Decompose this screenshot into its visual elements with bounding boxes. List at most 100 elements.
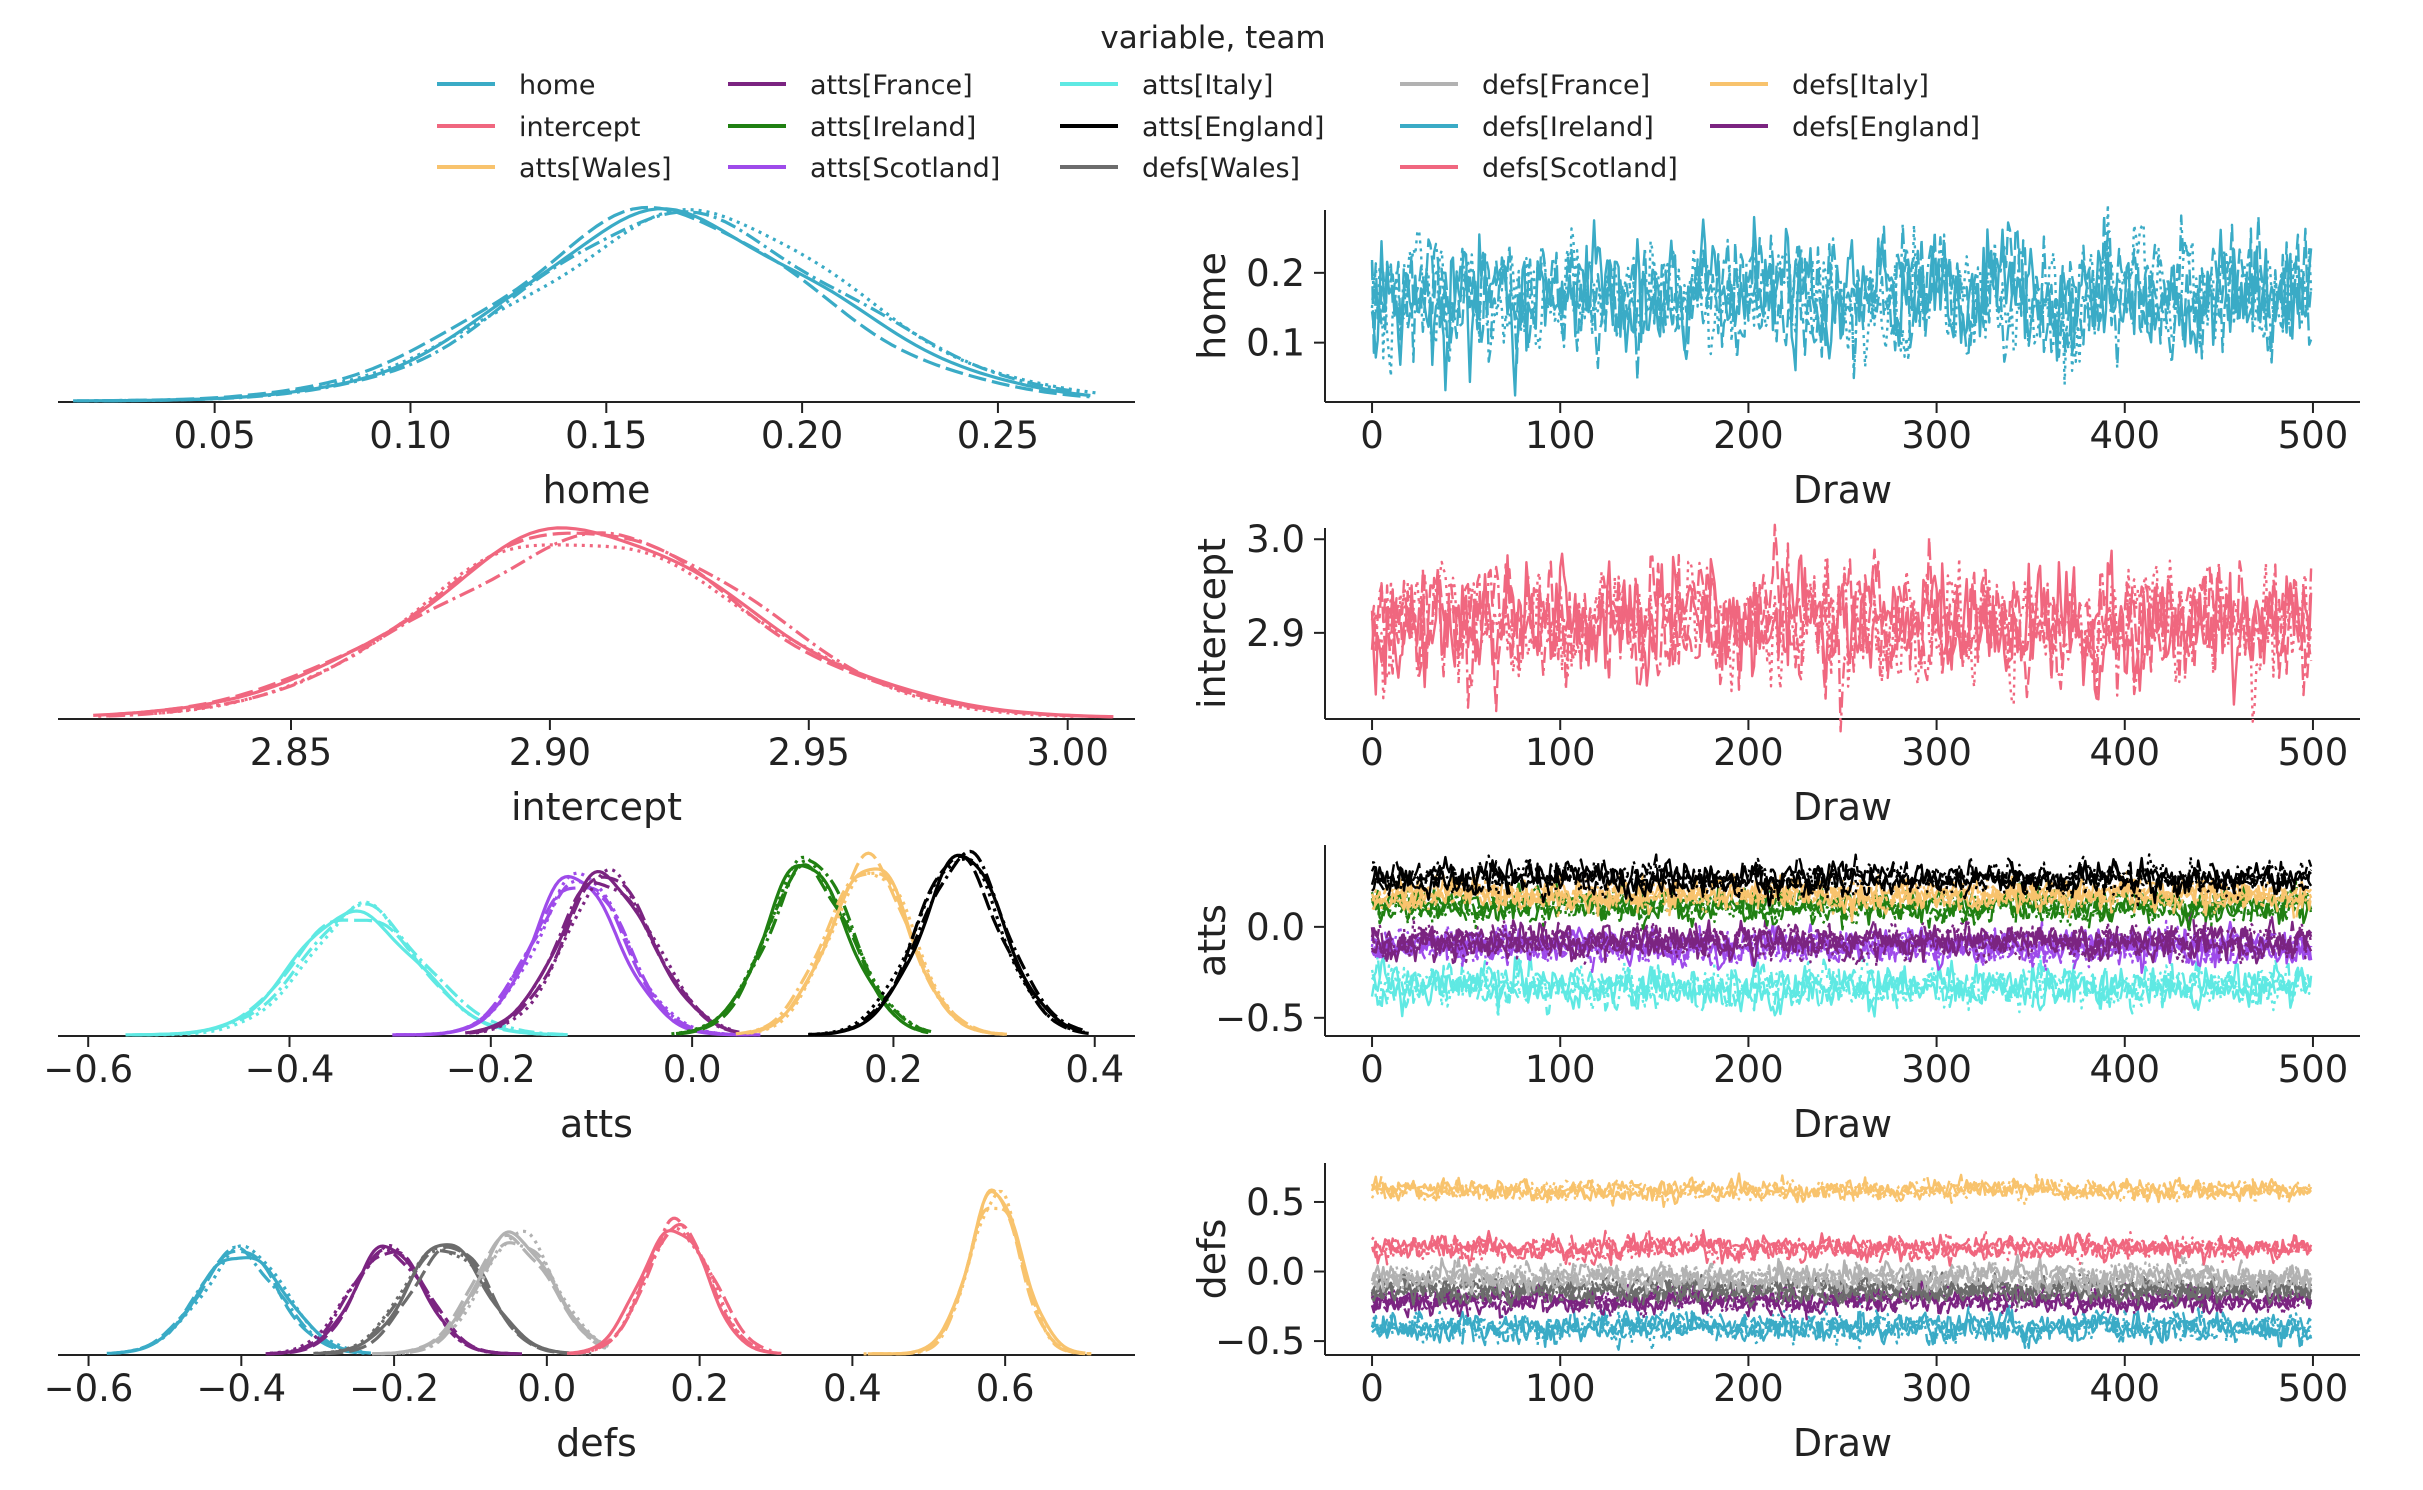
trace-panel-intercept: 0 100 200 300 400 500 Draw 2.9 3.0 intercept — [1190, 518, 2360, 829]
density-chain-1 — [566, 1228, 782, 1355]
density-chain-3 — [98, 543, 1076, 718]
x-tick-label: 200 — [1713, 1048, 1784, 1091]
x-tick-label: 0.0 — [663, 1048, 722, 1091]
x-tick-label: 200 — [1713, 1367, 1784, 1410]
x-tick-label: 500 — [2278, 414, 2349, 457]
density-series-atts-england — [808, 849, 1089, 1037]
density-chain-3 — [95, 207, 1098, 403]
x-axis-label: Draw — [1793, 468, 1892, 512]
density-chain-2 — [468, 875, 727, 1035]
density-chain-1 — [266, 1244, 518, 1356]
x-tick-label: 2.95 — [768, 731, 850, 774]
trace-chain-4 — [1370, 1174, 2313, 1207]
x-tick-label: 400 — [2089, 414, 2160, 457]
legend-item-home: home — [437, 70, 596, 101]
x-tick-label: 400 — [2089, 1367, 2160, 1410]
trace-chain-3 — [1370, 953, 2313, 1019]
density-chain-2 — [135, 918, 568, 1037]
trace-series-defs-ireland — [1370, 1294, 2313, 1352]
density-chain-2 — [678, 863, 929, 1036]
trace-series-atts-england — [1370, 853, 2313, 911]
x-tick-label: 0.25 — [957, 414, 1039, 457]
y-axis-label: home — [1190, 252, 1234, 360]
legend-label: home — [519, 70, 596, 101]
trace-chain-1 — [1370, 549, 2313, 706]
density-chain-3 — [381, 1229, 610, 1356]
density-chain-3 — [808, 857, 1085, 1036]
legend-label: atts[Ireland] — [810, 112, 976, 143]
legend-item-defs-france: defs[France] — [1400, 70, 1650, 101]
legend-item-defs-italy: defs[Italy] — [1710, 70, 1929, 101]
trace-chain-4 — [1370, 1255, 2312, 1294]
density-chain-2 — [371, 1233, 608, 1356]
legend-item-defs-wales: defs[Wales] — [1060, 153, 1300, 184]
y-tick-label: 0.0 — [1246, 906, 1305, 949]
y-tick-label: 0.2 — [1246, 252, 1305, 295]
x-axis-label: Draw — [1793, 1102, 1892, 1146]
x-tick-label: 0 — [1360, 731, 1384, 774]
density-chain-4 — [114, 1245, 366, 1355]
legend-label: atts[England] — [1142, 112, 1324, 143]
density-chain-4 — [270, 1247, 510, 1356]
density-series-defs-ireland — [106, 1244, 372, 1355]
x-tick-label: −0.2 — [349, 1367, 439, 1410]
legend-label: defs[Scotland] — [1482, 153, 1678, 184]
trace-series-atts-france — [1370, 908, 2313, 968]
x-axis-label: home — [543, 468, 651, 512]
x-axis-label: intercept — [511, 785, 682, 829]
trace-chain-4 — [1370, 908, 2313, 968]
x-tick-label: 0.4 — [1065, 1048, 1124, 1091]
trace-chain-4 — [1370, 854, 2312, 901]
x-tick-label: −0.6 — [44, 1367, 134, 1410]
y-tick-label: 2.9 — [1246, 612, 1305, 655]
x-tick-label: 100 — [1525, 1048, 1596, 1091]
x-tick-label: 0.2 — [864, 1048, 923, 1091]
trace-chain-4 — [1371, 1228, 2312, 1267]
trace-panel-atts: 0 100 200 300 400 500 Draw −0.5 0.0 atts — [1190, 845, 2360, 1146]
density-series-atts-france — [464, 867, 740, 1035]
density-panel-atts: −0.6 −0.4 −0.2 0.0 0.2 0.4 atts — [43, 849, 1135, 1146]
x-tick-label: 500 — [2278, 1367, 2349, 1410]
trace-chain-2 — [1371, 913, 2313, 965]
x-tick-label: 2.85 — [250, 731, 332, 774]
x-tick-label: 0.05 — [173, 414, 255, 457]
x-tick-label: 100 — [1525, 731, 1596, 774]
trace-series-home — [1370, 203, 2313, 397]
density-series-defs-wales — [313, 1243, 592, 1356]
density-series-atts-italy — [125, 900, 568, 1037]
trace-chain-4 — [1370, 542, 2313, 733]
y-axis-label: atts — [1190, 904, 1234, 977]
legend-label: atts[Wales] — [519, 153, 672, 184]
x-tick-label: 300 — [1901, 1367, 1972, 1410]
x-axis-label: Draw — [1793, 785, 1892, 829]
legend-title: variable, team — [1100, 20, 1325, 56]
x-tick-label: 0 — [1360, 1367, 1384, 1410]
legend-label: defs[Ireland] — [1482, 112, 1654, 143]
trace-series-atts-italy — [1370, 951, 2313, 1019]
x-axis-label: defs — [556, 1421, 637, 1465]
trace-panel-home: 0 100 200 300 400 500 Draw 0.1 0.2 home — [1190, 203, 2360, 512]
x-axis-label: atts — [560, 1102, 633, 1146]
legend-label: atts[Italy] — [1142, 70, 1273, 101]
x-tick-label: 300 — [1901, 414, 1972, 457]
legend-item-atts-england: atts[England] — [1060, 112, 1324, 143]
x-tick-label: 0.2 — [670, 1367, 729, 1410]
density-series-atts-ireland — [671, 855, 932, 1036]
density-chain-4 — [125, 902, 565, 1037]
y-tick-label: −0.5 — [1215, 997, 1305, 1040]
density-chain-3 — [269, 1243, 516, 1356]
y-axis-label: intercept — [1190, 538, 1234, 709]
x-tick-label: 300 — [1901, 1048, 1972, 1091]
density-chain-4 — [395, 879, 747, 1037]
x-tick-label: 0.6 — [976, 1367, 1035, 1410]
legend: home intercept atts[Wales] atts[France] atts… — [437, 70, 1980, 184]
trace-chain-3 — [1372, 853, 2313, 907]
density-chain-1 — [396, 874, 747, 1037]
x-tick-label: 100 — [1525, 414, 1596, 457]
legend-label: atts[Scotland] — [810, 153, 1000, 184]
density-panel-home: 0.05 0.10 0.15 0.20 0.25 home — [58, 205, 1135, 512]
trace-chain-3 — [1370, 1177, 2312, 1207]
density-chain-1 — [106, 1256, 372, 1355]
